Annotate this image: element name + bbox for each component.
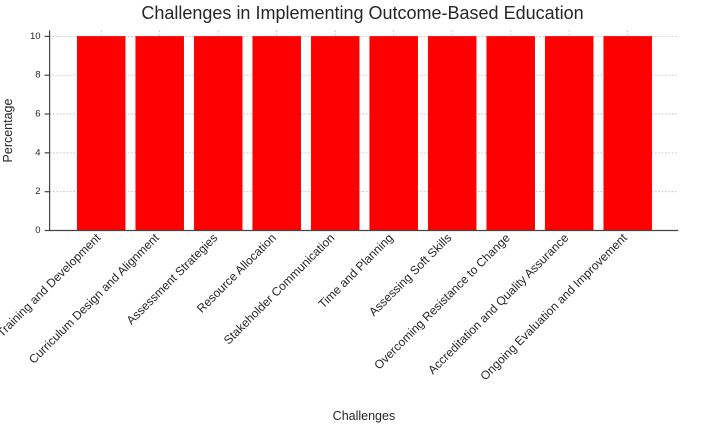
svg-text:Challenges in Implementing Out: Challenges in Implementing Outcome-Based…: [141, 3, 583, 23]
svg-text:8: 8: [35, 70, 40, 81]
svg-text:2: 2: [35, 186, 40, 197]
svg-text:10: 10: [30, 31, 41, 42]
svg-text:0: 0: [35, 225, 40, 236]
svg-text:Percentage: Percentage: [1, 98, 15, 162]
svg-text:Challenges: Challenges: [333, 409, 396, 423]
svg-text:4: 4: [35, 147, 40, 158]
svg-text:6: 6: [35, 109, 40, 120]
